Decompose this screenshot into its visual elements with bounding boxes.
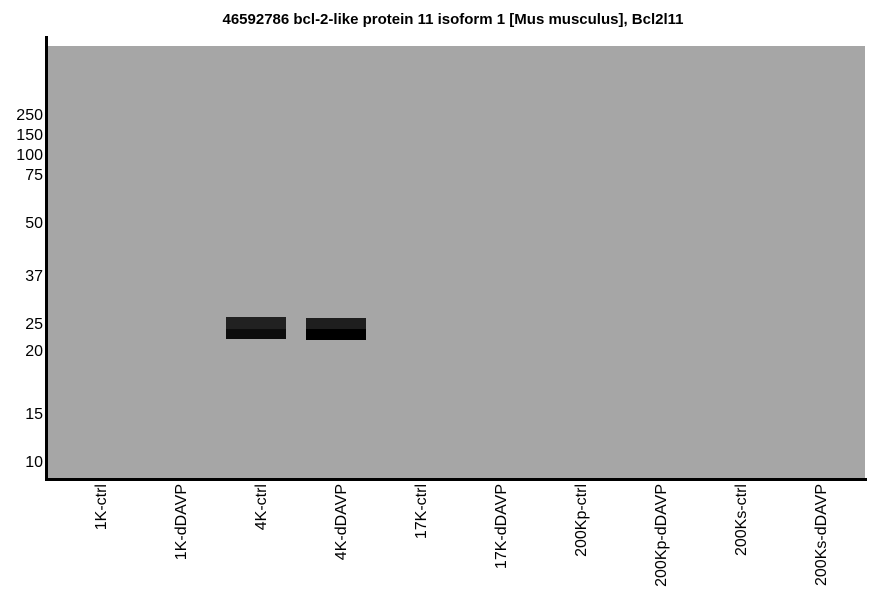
chart-title: 46592786 bcl-2-like protein 11 isoform 1… — [222, 11, 684, 28]
y-tick-label: 50 — [25, 215, 43, 232]
x-tick-label: 200Ks-dDAVP — [813, 484, 830, 586]
y-tick-label: 20 — [25, 343, 43, 360]
x-tick-label: 17K-ctrl — [413, 484, 430, 540]
x-tick-label: 4K-ctrl — [253, 484, 270, 531]
protein-band-4k-ddavp — [306, 318, 366, 340]
x-tick-label: 200Kp-ctrl — [573, 484, 590, 557]
x-tick-label: 1K-ctrl — [93, 484, 110, 531]
x-tick-label: 200Ks-ctrl — [733, 484, 750, 557]
y-tick-label: 10 — [25, 454, 43, 471]
y-tick-label: 75 — [25, 167, 43, 184]
x-tick-label: 200Kp-dDAVP — [653, 484, 670, 587]
x-tick-label: 17K-dDAVP — [493, 484, 510, 570]
protein-band-4k-ctrl — [226, 317, 286, 339]
x-tick-label: 4K-dDAVP — [333, 484, 350, 561]
y-tick-label: 37 — [25, 268, 43, 285]
gel-area — [48, 46, 865, 478]
x-axis-line — [45, 478, 867, 481]
y-tick-label: 25 — [25, 316, 43, 333]
y-axis-line — [45, 36, 48, 481]
y-tick-label: 100 — [16, 147, 43, 164]
y-tick-label: 150 — [16, 127, 43, 144]
x-tick-label: 1K-dDAVP — [173, 484, 190, 561]
y-tick-label: 15 — [25, 406, 43, 423]
y-tick-label: 250 — [16, 107, 43, 124]
